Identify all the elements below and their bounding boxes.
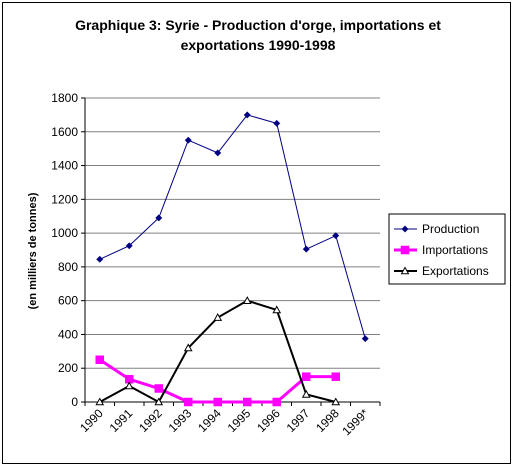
y-tick-label: 1800 — [51, 91, 78, 105]
data-point — [331, 372, 340, 381]
data-point — [400, 266, 410, 275]
data-point — [272, 397, 281, 407]
data-point — [183, 343, 193, 352]
chart-title-line-2: exportations 1990-1998 — [181, 37, 336, 53]
y-axis-label: (en milliers de tonnes) — [27, 192, 39, 309]
y-tick-label: 600 — [58, 294, 78, 308]
data-point — [331, 397, 341, 406]
data-point — [332, 232, 340, 240]
data-point — [302, 245, 310, 253]
data-point — [361, 335, 369, 343]
series-line — [99, 114, 366, 339]
data-point — [124, 381, 134, 390]
x-tick-label: 1996 — [254, 406, 283, 435]
data-point — [213, 313, 223, 321]
y-tick-label: 1200 — [51, 192, 78, 206]
x-tick-label: 1999* — [339, 406, 371, 438]
data-point — [154, 384, 163, 393]
y-tick-label: 1400 — [51, 159, 78, 173]
data-point — [95, 355, 104, 365]
series-line — [98, 358, 336, 404]
data-point — [213, 397, 222, 407]
data-point — [214, 149, 222, 157]
y-tick-label: 1000 — [51, 226, 78, 240]
data-point — [400, 245, 410, 255]
legend-label: Importations — [422, 243, 488, 257]
y-tick-label: 0 — [71, 395, 78, 409]
x-tick-label: 1998 — [313, 406, 342, 435]
data-point — [184, 397, 193, 407]
data-point — [243, 397, 252, 407]
x-tick-label: 1990 — [77, 406, 106, 435]
x-tick-label: 1993 — [166, 406, 195, 435]
data-point — [184, 136, 192, 144]
data-point — [401, 225, 409, 233]
data-point — [243, 111, 251, 119]
data-point — [302, 372, 311, 381]
data-point — [125, 242, 133, 250]
data-point — [242, 296, 252, 304]
y-tick-label: 1600 — [51, 125, 78, 139]
legend-label: Production — [422, 222, 479, 236]
x-tick-label: 1995 — [225, 406, 254, 435]
y-tick-label: 800 — [58, 260, 78, 274]
x-tick-label: 1992 — [136, 406, 165, 435]
x-tick-label: 1997 — [284, 406, 313, 435]
data-point — [301, 389, 311, 398]
data-point — [273, 119, 281, 127]
data-point — [154, 397, 164, 406]
chart-title-line-1: Graphique 3: Syrie - Production d'orge, … — [75, 17, 441, 33]
data-point — [272, 305, 282, 314]
x-tick-label: 1994 — [195, 406, 224, 435]
data-point — [155, 214, 163, 222]
x-tick-label: 1991 — [107, 406, 136, 435]
legend: Production Importations Exportations — [388, 213, 506, 285]
data-point — [96, 255, 104, 263]
data-point — [95, 397, 105, 406]
legend-label: Exportations — [422, 264, 489, 278]
y-tick-label: 200 — [58, 361, 78, 375]
y-tick-label: 400 — [58, 327, 78, 341]
